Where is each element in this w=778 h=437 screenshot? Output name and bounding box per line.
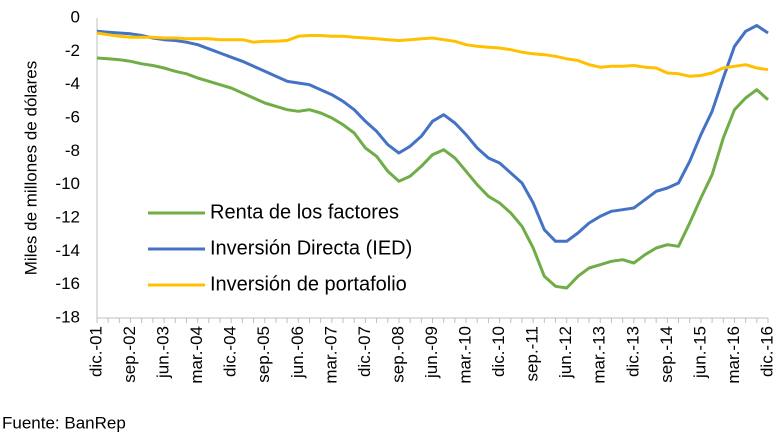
y-tick-label: -12 <box>55 207 80 226</box>
x-tick-label: dic.-16 <box>757 326 776 377</box>
x-tick-label: jun.-06 <box>288 326 307 379</box>
x-tick-label: sep.-08 <box>388 326 407 383</box>
source: Fuente: BanRep <box>2 413 126 432</box>
x-tick-label: dic.-10 <box>489 326 508 377</box>
y-tick-label: -16 <box>55 274 80 293</box>
x-tick-label: dic.-01 <box>86 326 105 377</box>
legend-label: Inversión Directa (IED) <box>210 237 412 259</box>
x-tick-label: sep.-02 <box>120 326 139 383</box>
x-tick-label: jun.-15 <box>690 326 709 379</box>
x-tick-label: mar.-10 <box>456 326 475 384</box>
x-tick-label: sep.-05 <box>254 326 273 383</box>
x-tick-label: dic.-04 <box>221 326 240 377</box>
y-tick-label: -14 <box>55 241 80 260</box>
x-tick-label: mar.-07 <box>321 326 340 384</box>
x-tick-label: sep.-11 <box>523 326 542 381</box>
series-line <box>96 31 769 78</box>
x-tick-label: dic.-13 <box>623 326 642 377</box>
y-tick-label: -18 <box>55 307 80 326</box>
x-tick-label: dic.-07 <box>355 326 374 377</box>
x-tick-label: mar.-16 <box>724 326 743 384</box>
y-tick-label: -2 <box>65 41 80 60</box>
series-line <box>96 56 769 290</box>
x-tick-label: sep.-14 <box>657 326 676 383</box>
series-line <box>96 24 769 243</box>
x-tick-label: jun.-03 <box>154 326 173 379</box>
y-tick-label: -8 <box>65 141 80 160</box>
y-tick-label: -10 <box>55 174 80 193</box>
x-tick-label: mar.-13 <box>590 326 609 384</box>
y-axis-label: Miles de millones de dólares <box>21 61 40 276</box>
legend-label: Inversión de portafolio <box>210 273 407 295</box>
y-tick-label: -6 <box>65 107 80 126</box>
y-tick-label: 0 <box>71 7 80 26</box>
x-tick-label: jun.-09 <box>422 326 441 379</box>
legend-label: Renta de los factores <box>210 201 399 223</box>
y-tick-label: -4 <box>65 74 80 93</box>
x-tick-label: mar.-04 <box>187 326 206 384</box>
x-tick-label: jun.-12 <box>556 326 575 379</box>
